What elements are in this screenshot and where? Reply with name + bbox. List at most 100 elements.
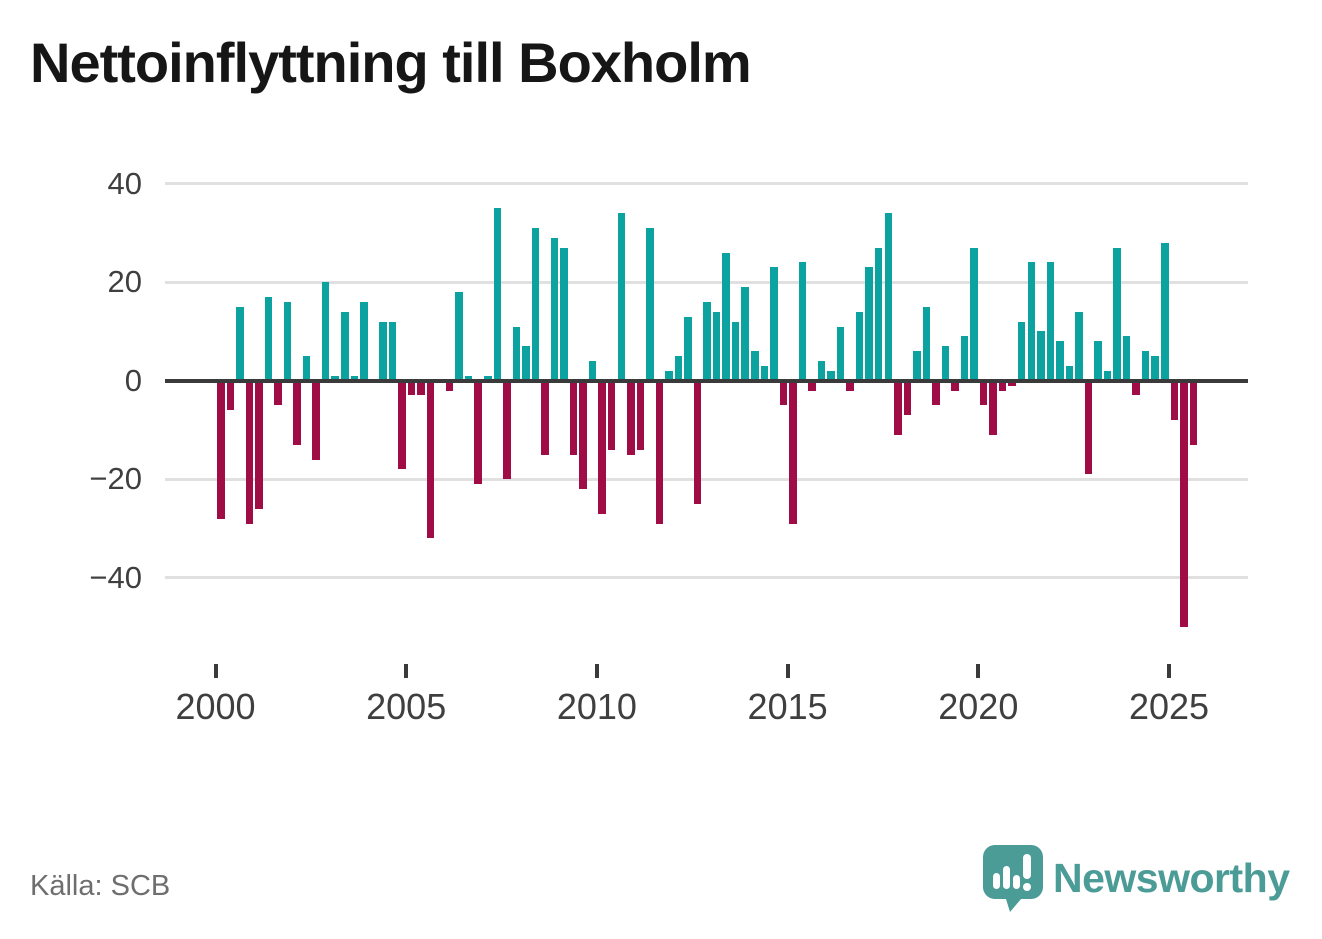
bar	[903, 380, 912, 416]
bar	[350, 375, 359, 381]
gridline	[165, 182, 1248, 185]
bar	[1170, 380, 1179, 421]
bar	[1122, 336, 1131, 381]
bar	[321, 282, 330, 381]
bar	[617, 213, 626, 381]
x-axis-tick	[1167, 664, 1171, 678]
bar	[693, 380, 702, 504]
bar	[665, 370, 673, 381]
bar	[798, 262, 807, 381]
bar	[1037, 331, 1045, 381]
bar	[331, 375, 339, 381]
bar	[655, 380, 664, 524]
bar	[426, 380, 435, 539]
bar	[646, 227, 654, 381]
bar	[1141, 351, 1150, 381]
gridline	[165, 477, 1248, 481]
bar	[751, 351, 759, 381]
bar	[789, 380, 797, 524]
bar	[1056, 341, 1064, 381]
bar	[1094, 341, 1102, 381]
bar	[341, 311, 349, 381]
y-axis-label: 20	[107, 264, 142, 300]
bar	[1189, 380, 1198, 445]
bar	[1084, 380, 1093, 475]
bar	[684, 316, 692, 381]
bar	[588, 361, 597, 381]
bar	[941, 346, 950, 381]
bar	[884, 213, 893, 381]
newsworthy-wordmark: Newsworthy	[1053, 855, 1290, 901]
bar	[283, 301, 292, 381]
bar	[998, 380, 1007, 391]
x-axis-tick	[785, 664, 790, 678]
bar	[474, 380, 482, 485]
y-axis-label: 0	[124, 362, 142, 398]
x-axis-tick	[594, 664, 599, 678]
bar	[1151, 356, 1159, 381]
bar	[255, 380, 263, 509]
newsworthy-logo: Newsworthy	[981, 843, 1290, 913]
bar	[464, 375, 473, 381]
bar	[855, 311, 864, 381]
x-axis-tick	[213, 664, 218, 678]
bar	[550, 237, 559, 381]
bar	[598, 380, 606, 514]
bar	[407, 380, 416, 396]
bar	[1065, 365, 1074, 381]
x-axis-label: 2020	[938, 686, 1019, 727]
x-axis-label: 2025	[1128, 686, 1210, 727]
x-axis-label: 2010	[556, 686, 637, 727]
bar	[512, 326, 521, 381]
bar	[379, 321, 387, 381]
bar	[1046, 262, 1055, 381]
x-axis-tick	[404, 664, 409, 678]
bar	[217, 380, 225, 519]
bar	[503, 380, 511, 480]
y-axis-label: 40	[107, 165, 142, 201]
bar	[302, 356, 311, 381]
bar	[989, 380, 997, 435]
bar	[894, 380, 902, 435]
bar	[1017, 321, 1026, 381]
bar	[579, 380, 587, 490]
bar	[455, 292, 463, 381]
bar	[1103, 370, 1112, 381]
bar	[1113, 247, 1121, 381]
bar	[236, 306, 244, 381]
bar	[770, 267, 778, 381]
bar	[808, 380, 816, 391]
bar	[569, 380, 578, 455]
x-axis-label: 2015	[747, 686, 828, 727]
bar	[874, 247, 883, 381]
bar	[293, 380, 301, 445]
bar	[398, 380, 406, 470]
bar	[817, 361, 826, 381]
bar	[760, 365, 769, 381]
bar	[560, 247, 568, 381]
bar	[779, 380, 788, 406]
bar	[960, 336, 969, 381]
bar	[722, 252, 730, 381]
bar	[827, 370, 835, 381]
bar	[360, 301, 368, 381]
x-axis-label: 2005	[366, 686, 447, 727]
bar	[979, 380, 988, 406]
gridline	[165, 280, 1248, 284]
bar	[264, 296, 273, 381]
bar	[741, 287, 749, 381]
bar	[445, 380, 454, 391]
bar	[245, 380, 254, 524]
bar	[951, 380, 959, 391]
bar	[712, 311, 721, 381]
bar	[674, 356, 683, 381]
bar	[1027, 262, 1036, 381]
bar	[970, 247, 978, 381]
bar	[913, 351, 921, 381]
bar	[531, 227, 540, 381]
y-axis-label: −20	[89, 461, 142, 497]
bar	[541, 380, 549, 455]
bar	[522, 346, 530, 381]
bar	[1180, 380, 1188, 628]
